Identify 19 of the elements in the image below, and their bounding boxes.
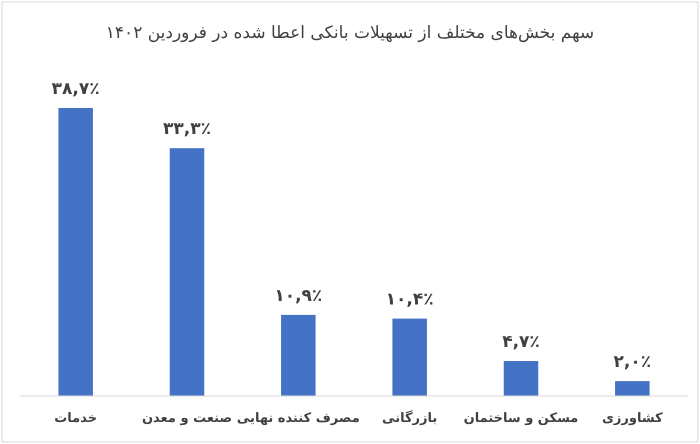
- x-tick-label: خدمات: [54, 411, 98, 426]
- chart-title: سهم بخش‌های مختلف از تسهیلات بانکی اعطا شده در فروردین ۱۴۰۲: [106, 23, 594, 43]
- x-tick-label: بازرگانی: [382, 410, 438, 426]
- x-tick-label: کشاورزی: [602, 411, 664, 426]
- data-label: ۳۸,۷٪: [52, 79, 100, 99]
- bar: [504, 361, 538, 396]
- x-tick-label: صنعت و معدن: [142, 411, 232, 426]
- x-tick-label: مسکن و ساختمان: [464, 411, 578, 426]
- bar: [58, 108, 93, 396]
- data-label: ۴,۷٪: [502, 332, 540, 352]
- data-label: ۱۰,۴٪: [386, 290, 434, 310]
- bar: [392, 318, 427, 396]
- data-label: ۲,۰٪: [614, 352, 652, 372]
- bar: [615, 381, 650, 396]
- data-label: ۱۰,۹٪: [274, 286, 322, 306]
- bar: [281, 314, 316, 396]
- x-tick-label: مصرف کننده نهایی: [236, 411, 360, 426]
- bar: [170, 148, 204, 396]
- data-label: ۳۳,۳٪: [163, 119, 211, 140]
